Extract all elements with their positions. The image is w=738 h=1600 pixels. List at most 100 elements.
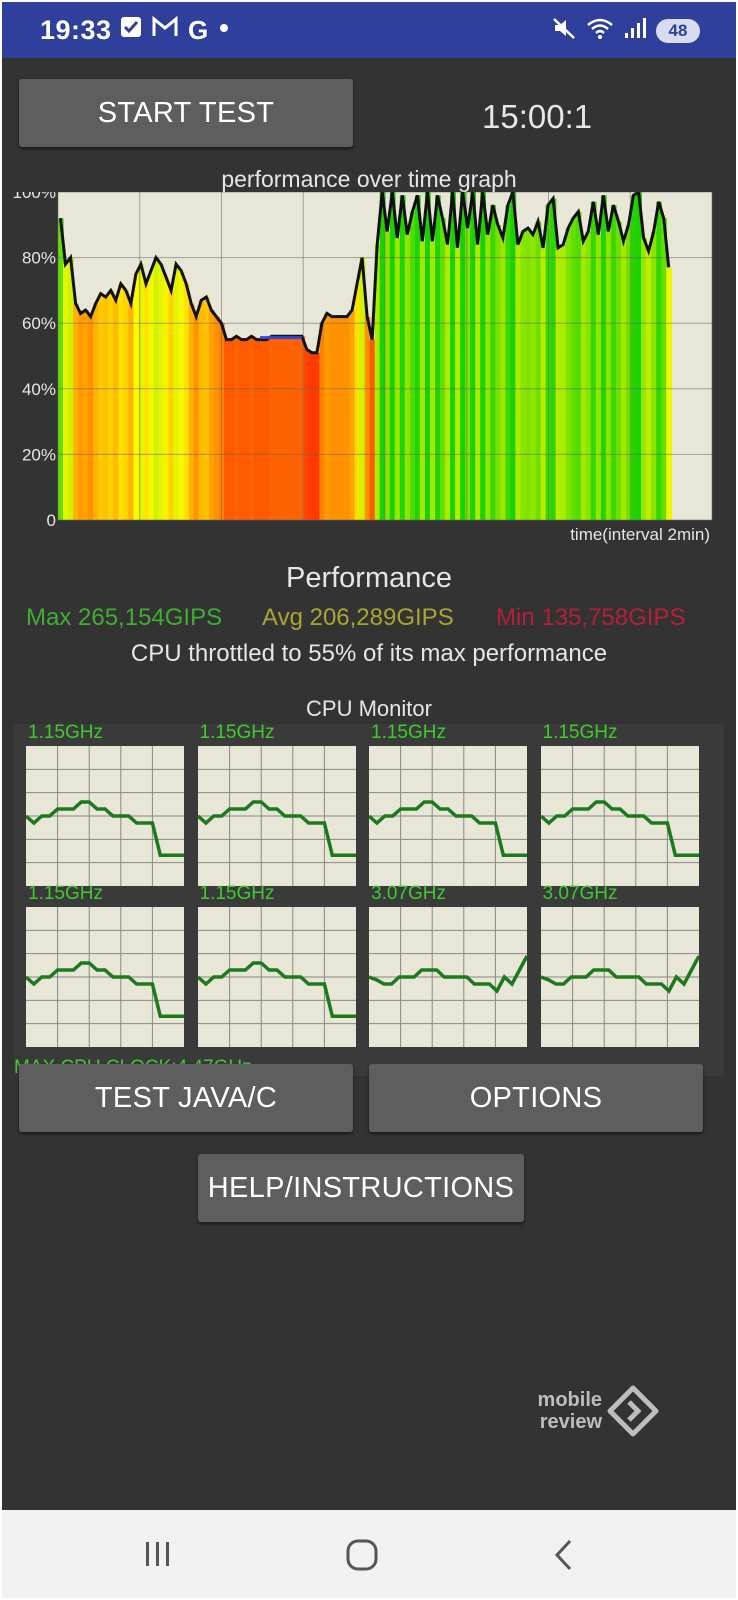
- cpu-frequency-line: [540, 800, 699, 857]
- cpu-core-graph: 1.15GHz: [26, 883, 188, 1047]
- performance-bar: [646, 251, 652, 520]
- performance-bar: [113, 300, 120, 520]
- y-tick-label: 0: [47, 511, 56, 530]
- cpu-monitor-title: CPU Monitor: [306, 696, 432, 721]
- performance-bar: [525, 228, 532, 520]
- options-button[interactable]: OPTIONS: [369, 1064, 703, 1132]
- performance-bar: [284, 336, 290, 520]
- dot-icon: [218, 21, 230, 39]
- svg-text:mobile: mobile: [538, 1389, 602, 1411]
- cpu-monitor-panel: MAX CPU CLOCK:4.47GHz 1.15GHz1.15GHz1.15…: [14, 722, 724, 1078]
- performance-bar: [570, 218, 577, 520]
- cpu-core-frequency: 1.15GHz: [371, 722, 446, 743]
- performance-bar: [409, 211, 416, 520]
- performance-bar: [651, 231, 657, 520]
- cpu-core-graph: 1.15GHz: [26, 722, 188, 886]
- performance-bar: [631, 195, 637, 521]
- x-axis-label: time(interval 2min): [570, 525, 710, 544]
- cpu-frequency-line: [540, 955, 699, 994]
- test-timer: 15:00:1: [482, 98, 593, 135]
- performance-bar: [309, 352, 316, 520]
- performance-bar: [520, 231, 527, 520]
- performance-bar: [460, 192, 466, 520]
- cpu-frequency-line: [26, 800, 184, 857]
- performance-bar: [419, 241, 426, 520]
- performance-bar: [233, 336, 240, 520]
- performance-bar: [535, 221, 542, 520]
- performance-bar: [324, 313, 331, 520]
- performance-bar: [83, 310, 89, 520]
- performance-bar: [500, 237, 507, 520]
- performance-bar: [244, 339, 250, 520]
- performance-graph: 100% 80% 60% 40% 20% 0 time(interval 2min): [13, 192, 713, 544]
- performance-bar: [565, 228, 572, 520]
- performance-bar: [138, 264, 145, 520]
- performance-bar: [78, 313, 84, 520]
- cpu-core-graph: 1.15GHz: [197, 883, 360, 1047]
- cpu-frequency-line: [26, 961, 184, 1018]
- cpu-core-frequency: 3.07GHz: [371, 883, 446, 904]
- performance-bar: [414, 195, 421, 521]
- google-icon: G: [188, 14, 209, 45]
- min-performance: Min 135,758GIPS: [496, 604, 686, 631]
- cpu-core-frequency: 1.15GHz: [199, 722, 275, 743]
- performance-bar: [399, 195, 406, 521]
- performance-bar: [435, 195, 441, 521]
- performance-bar: [430, 241, 436, 520]
- performance-bar: [510, 192, 517, 520]
- performance-bar: [173, 264, 180, 520]
- mobile-review-watermark: mobile review: [538, 1385, 659, 1437]
- signal-icon: [624, 16, 646, 45]
- cpu-frequency-line: [369, 800, 527, 857]
- recents-icon[interactable]: [142, 1538, 174, 1575]
- performance-bar: [585, 231, 592, 520]
- performance-bar: [223, 339, 230, 520]
- performance-bar: [299, 336, 306, 520]
- performance-bar: [133, 274, 140, 520]
- performance-bar: [600, 195, 607, 521]
- performance-bar: [249, 336, 255, 520]
- performance-bar: [158, 264, 165, 520]
- performance-bar: [123, 290, 130, 520]
- performance-bar: [621, 241, 627, 520]
- performance-bar: [198, 300, 205, 520]
- performance-bar: [269, 336, 275, 520]
- performance-bar: [334, 316, 341, 520]
- performance-bar: [203, 297, 210, 520]
- performance-bar: [485, 234, 492, 520]
- performance-bar: [455, 247, 461, 521]
- back-icon[interactable]: [552, 1538, 576, 1577]
- test-java-button[interactable]: TEST JAVA/C: [19, 1064, 353, 1132]
- performance-bar: [666, 267, 672, 520]
- performance-bar: [188, 303, 195, 520]
- performance-bar: [480, 192, 486, 520]
- performance-bar: [304, 349, 311, 520]
- performance-bar: [228, 339, 235, 520]
- help-instructions-button[interactable]: HELP/INSTRUCTIONS: [198, 1154, 524, 1222]
- cpu-frequency-line: [197, 961, 356, 1018]
- performance-bar: [259, 339, 265, 520]
- svg-text:review: review: [540, 1411, 603, 1433]
- throttle-status: CPU throttled to 55% of its max performa…: [130, 640, 608, 667]
- performance-bar: [148, 270, 155, 520]
- start-test-button[interactable]: START TEST: [19, 79, 353, 147]
- performance-bar: [369, 339, 376, 520]
- performance-bar: [349, 310, 356, 520]
- cpu-core-graph: 1.15GHz: [540, 722, 703, 886]
- status-bar: 19:33 G 48: [2, 2, 736, 58]
- y-tick-label: 20%: [22, 445, 56, 464]
- performance-bar: [656, 201, 662, 521]
- performance-bar: [274, 336, 280, 520]
- performance-bar: [505, 205, 512, 520]
- performance-bar: [440, 218, 446, 520]
- performance-bar: [168, 290, 175, 520]
- performance-bar: [344, 316, 351, 520]
- performance-bar: [213, 316, 220, 520]
- home-icon[interactable]: [345, 1538, 379, 1577]
- performance-bar: [73, 303, 79, 520]
- performance-bar: [490, 205, 497, 520]
- performance-bar: [108, 290, 115, 520]
- performance-bar: [389, 192, 396, 520]
- performance-bar: [339, 316, 346, 520]
